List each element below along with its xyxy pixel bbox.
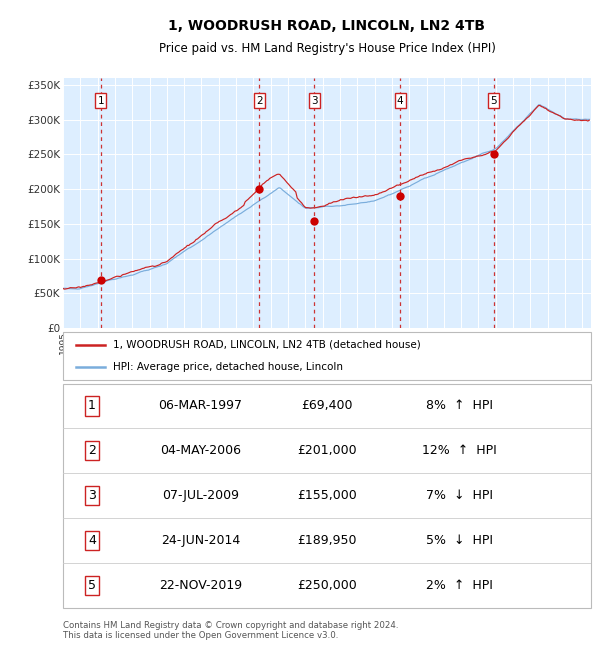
Text: 07-JUL-2009: 07-JUL-2009	[162, 489, 239, 502]
Text: 1, WOODRUSH ROAD, LINCOLN, LN2 4TB (detached house): 1, WOODRUSH ROAD, LINCOLN, LN2 4TB (deta…	[113, 340, 421, 350]
Text: 4: 4	[88, 534, 96, 547]
Text: 7%  ↓  HPI: 7% ↓ HPI	[425, 489, 493, 502]
Text: 1: 1	[88, 399, 96, 412]
Text: £69,400: £69,400	[301, 399, 353, 412]
Text: £250,000: £250,000	[297, 578, 357, 592]
Text: 06-MAR-1997: 06-MAR-1997	[158, 399, 242, 412]
FancyBboxPatch shape	[63, 384, 591, 608]
Text: Price paid vs. HM Land Registry's House Price Index (HPI): Price paid vs. HM Land Registry's House …	[158, 42, 496, 55]
Text: 2: 2	[256, 96, 263, 105]
Text: £189,950: £189,950	[297, 534, 357, 547]
Text: 3: 3	[88, 489, 96, 502]
Text: 2: 2	[88, 445, 96, 458]
Text: 5%  ↓  HPI: 5% ↓ HPI	[425, 534, 493, 547]
Text: 4: 4	[397, 96, 404, 105]
Text: HPI: Average price, detached house, Lincoln: HPI: Average price, detached house, Linc…	[113, 362, 343, 372]
Text: 2%  ↑  HPI: 2% ↑ HPI	[425, 578, 493, 592]
Text: 5: 5	[88, 578, 96, 592]
Text: £155,000: £155,000	[297, 489, 357, 502]
Text: 24-JUN-2014: 24-JUN-2014	[161, 534, 240, 547]
Text: 22-NOV-2019: 22-NOV-2019	[159, 578, 242, 592]
Text: 1: 1	[97, 96, 104, 105]
Text: 3: 3	[311, 96, 317, 105]
Text: 8%  ↑  HPI: 8% ↑ HPI	[425, 399, 493, 412]
Text: 12%  ↑  HPI: 12% ↑ HPI	[422, 445, 496, 458]
Text: 5: 5	[491, 96, 497, 105]
Text: 04-MAY-2006: 04-MAY-2006	[160, 445, 241, 458]
Text: 1, WOODRUSH ROAD, LINCOLN, LN2 4TB: 1, WOODRUSH ROAD, LINCOLN, LN2 4TB	[169, 18, 485, 32]
Text: £201,000: £201,000	[297, 445, 357, 458]
FancyBboxPatch shape	[63, 332, 591, 380]
Text: Contains HM Land Registry data © Crown copyright and database right 2024.
This d: Contains HM Land Registry data © Crown c…	[63, 621, 398, 640]
